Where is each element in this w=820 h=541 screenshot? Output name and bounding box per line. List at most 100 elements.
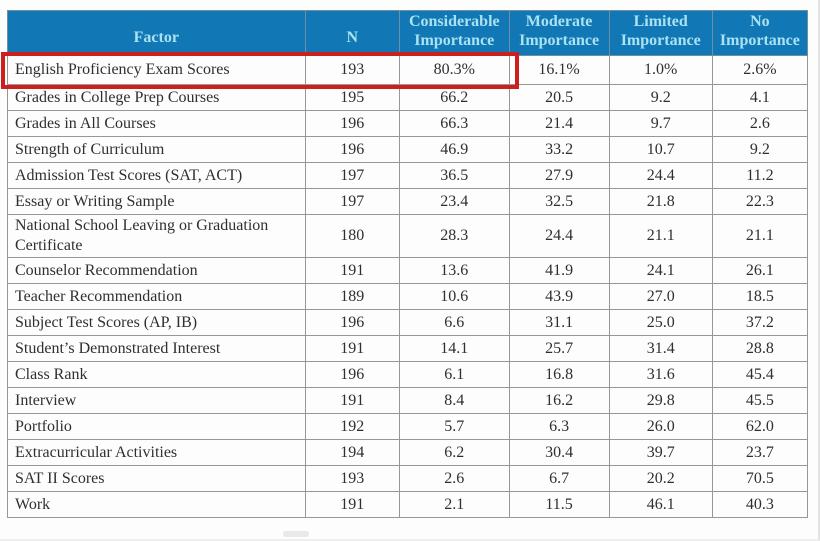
header-considerable-importance: Considerable Importance bbox=[399, 10, 510, 56]
value-cell: 30.4 bbox=[508, 439, 610, 466]
n-cell: 189 bbox=[304, 283, 401, 310]
n-cell: 191 bbox=[304, 491, 401, 518]
n-cell: 197 bbox=[304, 188, 401, 215]
n-cell: 195 bbox=[304, 84, 401, 111]
value-cell: 27.0 bbox=[608, 283, 713, 310]
value-cell: 6.6 bbox=[399, 309, 510, 336]
value-cell: 66.3 bbox=[399, 110, 510, 137]
header-factor: Factor bbox=[7, 10, 306, 56]
factor-cell: Class Rank bbox=[7, 361, 306, 388]
value-cell: 16.2 bbox=[508, 387, 610, 414]
table-row: Subject Test Scores (AP, IB) 196 6.6 31.1 25… bbox=[7, 309, 809, 336]
n-cell: 196 bbox=[304, 110, 401, 137]
table-row: Student’s Demonstrated Interest 191 14.1 25… bbox=[7, 335, 809, 362]
value-cell: 40.3 bbox=[711, 491, 809, 518]
value-cell: 9.7 bbox=[608, 110, 713, 137]
value-cell: 33.2 bbox=[508, 136, 610, 163]
value-cell: 23.4 bbox=[399, 188, 510, 215]
value-cell: 6.7 bbox=[508, 465, 610, 492]
artifact-smudge bbox=[283, 531, 309, 537]
value-cell: 25.7 bbox=[508, 335, 610, 362]
value-cell: 22.3 bbox=[711, 188, 809, 215]
value-cell: 2.6% bbox=[711, 55, 809, 85]
factor-cell: Strength of Curriculum bbox=[7, 136, 306, 163]
value-cell: 80.3% bbox=[399, 55, 510, 85]
value-cell: 36.5 bbox=[399, 162, 510, 189]
value-cell: 21.8 bbox=[608, 188, 713, 215]
table-row: Interview 191 8.4 16.2 29.8 45.5 bbox=[7, 387, 809, 414]
table-header: Factor N Considerable Importance Moderat… bbox=[7, 10, 809, 56]
value-cell: 11.2 bbox=[711, 162, 809, 189]
value-cell: 62.0 bbox=[711, 413, 809, 440]
value-cell: 24.1 bbox=[608, 257, 713, 284]
value-cell: 46.9 bbox=[399, 136, 510, 163]
table-row: Portfolio 192 5.7 6.3 26.0 62.0 bbox=[7, 413, 809, 440]
table-row: SAT II Scores 193 2.6 6.7 20.2 70.5 bbox=[7, 465, 809, 492]
value-cell: 32.5 bbox=[508, 188, 610, 215]
value-cell: 27.9 bbox=[508, 162, 610, 189]
value-cell: 24.4 bbox=[608, 162, 713, 189]
value-cell: 26.0 bbox=[608, 413, 713, 440]
value-cell: 46.1 bbox=[608, 491, 713, 518]
table-row: Teacher Recommendation 189 10.6 43.9 27.0 18.… bbox=[7, 283, 809, 310]
value-cell: 20.2 bbox=[608, 465, 713, 492]
value-cell: 66.2 bbox=[399, 84, 510, 111]
factor-cell: Student’s Demonstrated Interest bbox=[7, 335, 306, 362]
factor-cell: Portfolio bbox=[7, 413, 306, 440]
table-row: Admission Test Scores (SAT, ACT) 197 36.5 2… bbox=[7, 162, 809, 189]
n-cell: 193 bbox=[304, 55, 401, 85]
value-cell: 41.9 bbox=[508, 257, 610, 284]
value-cell: 45.5 bbox=[711, 387, 809, 414]
factor-cell: Subject Test Scores (AP, IB) bbox=[7, 309, 306, 336]
value-cell: 11.5 bbox=[508, 491, 610, 518]
value-cell: 37.2 bbox=[711, 309, 809, 336]
n-cell: 191 bbox=[304, 387, 401, 414]
value-cell: 5.7 bbox=[399, 413, 510, 440]
n-cell: 192 bbox=[304, 413, 401, 440]
table-row: English Proficiency Exam Scores 193 80.3% 1… bbox=[7, 55, 809, 85]
factor-cell: SAT II Scores bbox=[7, 465, 306, 492]
value-cell: 24.4 bbox=[508, 214, 610, 258]
value-cell: 16.1% bbox=[508, 55, 610, 85]
table-row: National School Leaving or Graduation Ce… bbox=[7, 214, 809, 258]
n-cell: 180 bbox=[304, 214, 401, 258]
n-cell: 193 bbox=[304, 465, 401, 492]
factor-cell: Interview bbox=[7, 387, 306, 414]
value-cell: 2.6 bbox=[711, 110, 809, 137]
factor-cell: Counselor Recommendation bbox=[7, 257, 306, 284]
value-cell: 16.8 bbox=[508, 361, 610, 388]
factor-cell: Essay or Writing Sample bbox=[7, 188, 306, 215]
value-cell: 10.6 bbox=[399, 283, 510, 310]
table-row: Work 191 2.1 11.5 46.1 40.3 bbox=[7, 491, 809, 518]
value-cell: 21.1 bbox=[711, 214, 809, 258]
factor-cell: Work bbox=[7, 491, 306, 518]
value-cell: 6.2 bbox=[399, 439, 510, 466]
factor-cell: English Proficiency Exam Scores bbox=[7, 55, 306, 85]
value-cell: 14.1 bbox=[399, 335, 510, 362]
value-cell: 39.7 bbox=[608, 439, 713, 466]
value-cell: 21.1 bbox=[608, 214, 713, 258]
header-n: N bbox=[304, 10, 401, 56]
value-cell: 9.2 bbox=[711, 136, 809, 163]
value-cell: 13.6 bbox=[399, 257, 510, 284]
value-cell: 4.1 bbox=[711, 84, 809, 111]
value-cell: 2.1 bbox=[399, 491, 510, 518]
table-row: Strength of Curriculum 196 46.9 33.2 10.7 9.2 bbox=[7, 136, 809, 163]
value-cell: 45.4 bbox=[711, 361, 809, 388]
value-cell: 21.4 bbox=[508, 110, 610, 137]
factor-cell: Teacher Recommendation bbox=[7, 283, 306, 310]
value-cell: 20.5 bbox=[508, 84, 610, 111]
admission-factors-table: Factor N Considerable Importance Moderat… bbox=[7, 10, 809, 518]
n-cell: 194 bbox=[304, 439, 401, 466]
table-row: Counselor Recommendation 191 13.6 41.9 24.1 2… bbox=[7, 257, 809, 284]
header-no-importance: No Importance bbox=[711, 10, 809, 56]
table-row: Class Rank 196 6.1 16.8 31.6 45.4 bbox=[7, 361, 809, 388]
value-cell: 31.6 bbox=[608, 361, 713, 388]
value-cell: 25.0 bbox=[608, 309, 713, 336]
table-body: English Proficiency Exam Scores 193 80.3% 1… bbox=[7, 55, 809, 518]
value-cell: 6.1 bbox=[399, 361, 510, 388]
n-cell: 197 bbox=[304, 162, 401, 189]
factor-cell: Grades in College Prep Courses bbox=[7, 84, 306, 111]
n-cell: 196 bbox=[304, 136, 401, 163]
